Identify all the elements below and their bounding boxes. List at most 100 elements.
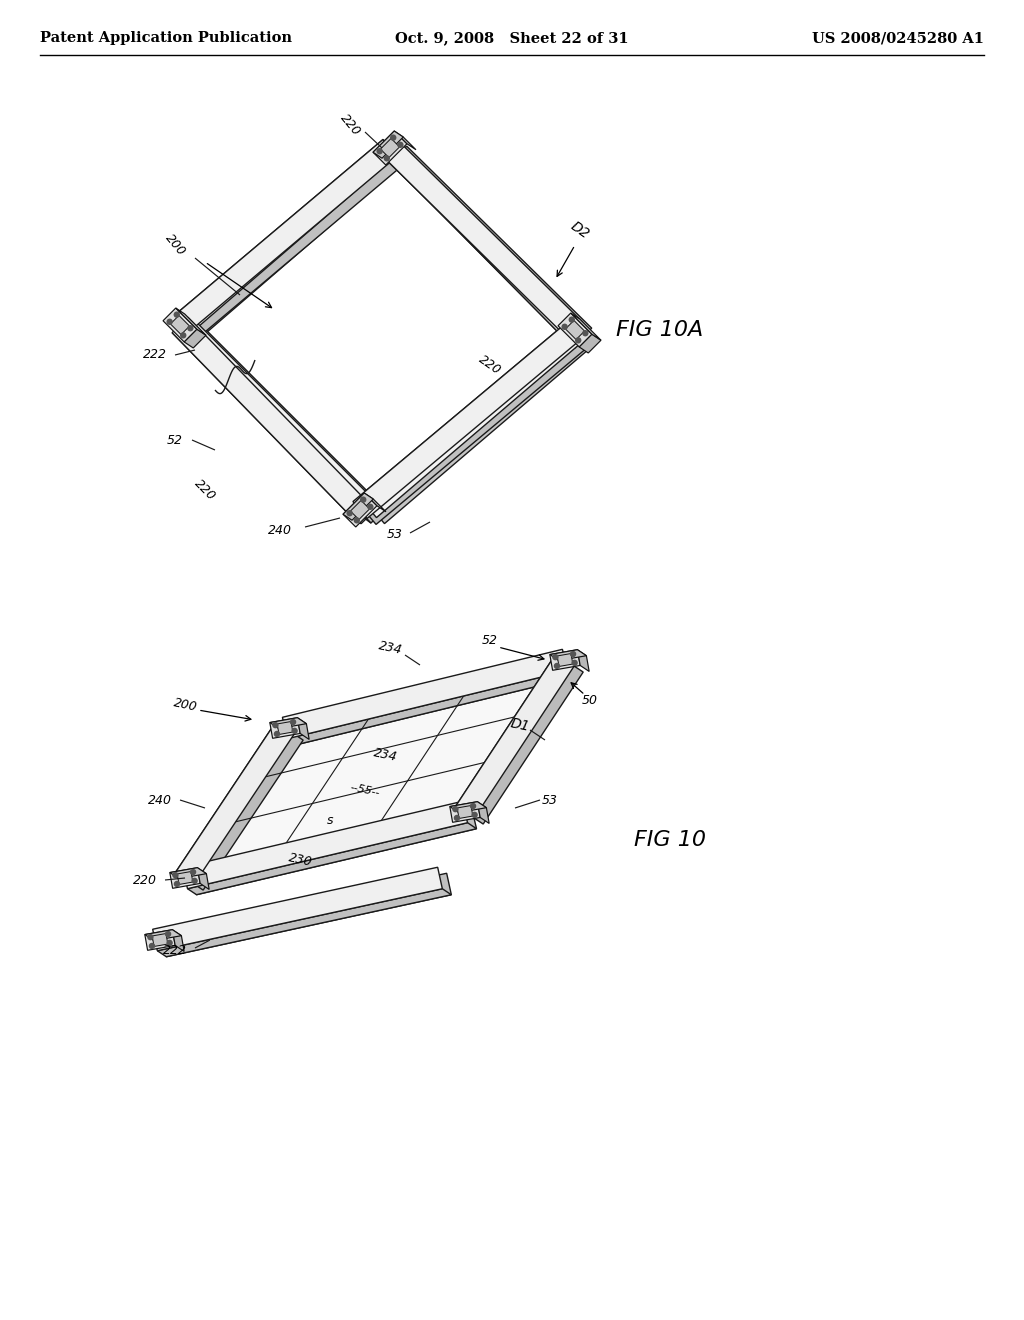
Polygon shape [185, 660, 565, 878]
Circle shape [174, 312, 179, 317]
Polygon shape [163, 308, 197, 342]
Polygon shape [557, 653, 572, 667]
Text: 240: 240 [268, 524, 292, 536]
Text: Patent Application Publication: Patent Application Publication [40, 30, 292, 45]
Polygon shape [144, 929, 175, 950]
Circle shape [553, 655, 558, 660]
Polygon shape [176, 722, 294, 884]
Polygon shape [381, 139, 399, 157]
Circle shape [274, 731, 280, 737]
Circle shape [384, 156, 389, 161]
Text: 234: 234 [377, 639, 403, 657]
Text: 220: 220 [133, 874, 157, 887]
Text: Oct. 9, 2008   Sheet 22 of 31: Oct. 9, 2008 Sheet 22 of 31 [395, 30, 629, 45]
Polygon shape [450, 801, 480, 822]
Text: D2: D2 [568, 219, 592, 242]
Polygon shape [391, 147, 592, 343]
Polygon shape [144, 929, 181, 941]
Polygon shape [153, 933, 168, 946]
Polygon shape [450, 801, 486, 813]
Polygon shape [176, 308, 206, 335]
Text: 52: 52 [482, 634, 498, 647]
Polygon shape [191, 808, 476, 895]
Text: 200: 200 [163, 231, 187, 259]
Polygon shape [170, 315, 189, 334]
Polygon shape [177, 871, 193, 884]
Polygon shape [372, 334, 590, 524]
Circle shape [174, 882, 179, 887]
Polygon shape [456, 653, 574, 818]
Circle shape [167, 319, 172, 325]
Text: FIG 10A: FIG 10A [616, 319, 703, 341]
Text: 50: 50 [582, 693, 598, 706]
Circle shape [377, 149, 382, 153]
Text: 230: 230 [287, 851, 313, 869]
Polygon shape [391, 147, 590, 348]
Circle shape [453, 807, 458, 812]
Circle shape [167, 940, 172, 945]
Circle shape [471, 804, 475, 809]
Polygon shape [278, 722, 293, 734]
Text: 240: 240 [148, 793, 172, 807]
Polygon shape [578, 649, 589, 672]
Polygon shape [350, 500, 370, 520]
Polygon shape [178, 333, 371, 523]
Polygon shape [373, 131, 403, 158]
Polygon shape [182, 801, 468, 888]
Text: 220: 220 [337, 112, 362, 139]
Polygon shape [382, 156, 577, 343]
Polygon shape [457, 805, 473, 818]
Polygon shape [283, 649, 567, 739]
Polygon shape [382, 140, 583, 338]
Circle shape [180, 333, 185, 338]
Polygon shape [198, 867, 209, 890]
Circle shape [147, 935, 153, 940]
Circle shape [455, 816, 460, 821]
Polygon shape [186, 147, 404, 338]
Circle shape [166, 932, 171, 936]
Circle shape [472, 812, 477, 817]
Polygon shape [269, 718, 306, 729]
Polygon shape [383, 141, 582, 342]
Text: D1: D1 [509, 717, 531, 734]
Circle shape [570, 652, 575, 656]
Polygon shape [170, 867, 200, 888]
Polygon shape [297, 718, 309, 739]
Text: --55--: --55-- [349, 781, 381, 799]
Circle shape [554, 664, 559, 668]
Polygon shape [288, 671, 577, 744]
Text: 222: 222 [143, 348, 167, 362]
Polygon shape [580, 334, 601, 352]
Circle shape [150, 944, 155, 949]
Text: 52: 52 [167, 433, 183, 446]
Polygon shape [383, 154, 575, 348]
Polygon shape [172, 929, 184, 952]
Circle shape [291, 719, 296, 725]
Polygon shape [182, 145, 407, 339]
Polygon shape [178, 318, 377, 517]
Text: 234: 234 [372, 746, 398, 764]
Text: 200: 200 [172, 696, 198, 714]
Polygon shape [550, 649, 587, 660]
Circle shape [575, 338, 581, 343]
Circle shape [187, 326, 193, 331]
Circle shape [273, 722, 278, 727]
Polygon shape [178, 140, 391, 323]
Polygon shape [353, 322, 582, 519]
Polygon shape [185, 727, 303, 890]
Polygon shape [550, 649, 581, 671]
Text: s: s [327, 813, 333, 826]
Polygon shape [365, 494, 386, 512]
Polygon shape [373, 131, 407, 165]
Polygon shape [361, 327, 591, 524]
Circle shape [572, 660, 578, 665]
Circle shape [583, 331, 588, 335]
Text: 222: 222 [163, 944, 187, 957]
Circle shape [562, 325, 567, 329]
Polygon shape [456, 653, 565, 812]
Polygon shape [269, 718, 300, 738]
Polygon shape [181, 323, 377, 524]
Polygon shape [558, 313, 592, 347]
Polygon shape [186, 323, 385, 523]
Text: 53: 53 [387, 528, 403, 541]
